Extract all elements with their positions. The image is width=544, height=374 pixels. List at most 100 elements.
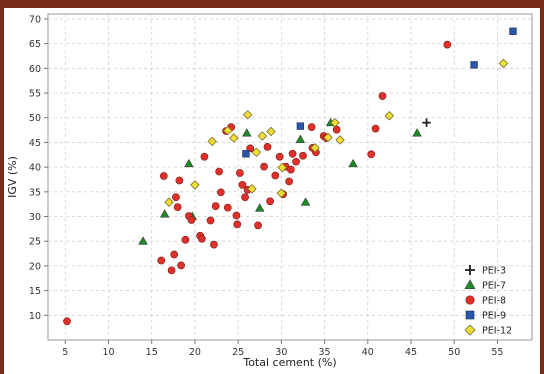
legend-marker-pei-9 — [465, 310, 475, 320]
data-point-pei-8 — [236, 169, 244, 177]
y-tick-label: 25 — [29, 237, 41, 248]
data-point-pei-8 — [211, 202, 220, 211]
data-point-pei-8 — [159, 172, 168, 180]
data-point-pei-8 — [266, 197, 274, 206]
x-tick-label: 30 — [275, 347, 287, 358]
data-point-pei-7 — [295, 134, 306, 143]
data-point-pei-8 — [215, 167, 223, 176]
data-point-pei-8 — [263, 142, 272, 151]
data-point-pei-12 — [242, 110, 253, 120]
data-point-pei-8 — [173, 203, 182, 212]
data-point-pei-8 — [167, 266, 176, 275]
data-point-pei-8 — [260, 162, 268, 171]
data-point-pei-8 — [170, 250, 179, 259]
data-point-pei-8 — [371, 124, 380, 133]
data-point-pei-8 — [367, 150, 376, 159]
y-tick-label: 20 — [29, 261, 41, 272]
y-tick-label: 40 — [29, 163, 41, 174]
y-tick-label: 35 — [29, 187, 41, 198]
x-axis-title: Total cement (%) — [242, 356, 336, 369]
y-tick-label: 10 — [29, 311, 41, 322]
y-tick-label: 55 — [29, 89, 41, 100]
legend-marker-pei-7 — [464, 279, 476, 290]
legend-label-pei-7: PEI-7 — [482, 281, 506, 292]
y-tick-label: 60 — [29, 64, 41, 75]
data-point-pei-8 — [307, 123, 316, 131]
data-point-pei-8 — [238, 181, 247, 189]
data-point-pei-12 — [335, 135, 345, 145]
legend-marker-pei-8 — [465, 295, 475, 305]
x-tick-label: 35 — [319, 347, 331, 358]
data-point-pei-8 — [232, 211, 241, 220]
data-point-pei-7 — [184, 158, 194, 168]
data-point-pei-8 — [197, 234, 206, 243]
data-point-pei-8 — [175, 176, 184, 185]
data-point-pei-7 — [159, 209, 170, 218]
y-tick-label: 45 — [29, 138, 41, 149]
data-point-pei-8 — [216, 188, 225, 197]
data-point-pei-12 — [164, 197, 174, 207]
data-point-pei-7 — [412, 128, 422, 137]
data-point-pei-8 — [299, 151, 307, 160]
data-point-pei-8 — [200, 152, 209, 161]
legend: PEI-3 PEI-7 PEI-8 PEI-9 PEI-12 — [464, 265, 512, 337]
legend-label-pei-8: PEI-8 — [482, 296, 506, 307]
data-point-pei-12 — [223, 125, 233, 136]
legend-marker-pei-3 — [465, 265, 475, 275]
data-point-pei-12 — [330, 117, 340, 128]
data-point-pei-7 — [242, 128, 252, 137]
legend-label-pei-3: PEI-3 — [482, 266, 506, 277]
data-point-pei-8 — [285, 177, 294, 186]
x-tick-label: 25 — [232, 347, 244, 358]
y-tick-label: 70 — [29, 14, 41, 25]
data-point-pei-12 — [190, 180, 200, 190]
x-tick-label: 10 — [102, 347, 114, 358]
data-point-pei-8 — [443, 40, 452, 49]
data-point-pei-7 — [300, 197, 311, 206]
x-tick-label: 50 — [448, 347, 460, 358]
x-tick-label: 15 — [146, 347, 158, 358]
data-point-pei-7 — [255, 203, 265, 212]
data-point-pei-12 — [257, 131, 268, 141]
data-point-pei-9 — [296, 122, 305, 130]
data-point-pei-12 — [266, 126, 276, 137]
data-point-pei-8 — [292, 157, 300, 166]
data-point-pei-8 — [187, 216, 196, 224]
data-point-pei-8 — [241, 193, 249, 202]
data-point-pei-8 — [181, 235, 190, 244]
y-tick-label: 50 — [29, 113, 41, 124]
data-point-pei-12 — [251, 147, 261, 157]
data-point-pei-9 — [509, 27, 517, 35]
data-point-pei-8 — [206, 216, 215, 225]
data-point-pei-8 — [63, 317, 71, 326]
data-point-pei-12 — [384, 111, 395, 121]
x-tick-label: 55 — [491, 347, 503, 358]
data-point-pei-9 — [470, 61, 478, 69]
x-axis-ticks: 5 10 15 20 25 30 35 40 45 50 55 — [62, 340, 503, 358]
data-point-pei-8 — [157, 256, 166, 265]
y-tick-label: 30 — [29, 212, 41, 223]
data-point-pei-9 — [242, 150, 250, 158]
data-point-pei-7 — [138, 236, 148, 245]
data-point-pei-8 — [177, 261, 185, 270]
plot-area — [47, 13, 533, 341]
data-point-pei-8 — [288, 149, 297, 158]
data-point-pei-8 — [286, 165, 295, 174]
data-point-pei-12 — [207, 136, 217, 147]
y-tick-label: 65 — [29, 39, 41, 50]
x-tick-label: 45 — [405, 347, 417, 358]
data-point-pei-8 — [271, 171, 280, 180]
legend-marker-pei-12 — [464, 324, 476, 336]
data-point-pei-12 — [247, 184, 257, 194]
x-tick-label: 20 — [189, 347, 201, 358]
data-point-pei-7 — [348, 158, 358, 168]
legend-label-pei-12: PEI-12 — [482, 326, 512, 337]
y-axis-ticks: 10 15 20 25 30 35 40 45 50 55 60 65 70 — [29, 14, 48, 322]
data-point-pei-12 — [229, 133, 239, 143]
data-point-pei-8 — [210, 240, 218, 249]
data-points — [63, 27, 517, 326]
data-point-pei-12 — [323, 132, 333, 143]
data-point-pei-8 — [378, 92, 387, 100]
data-point-pei-8 — [254, 221, 262, 230]
data-point-pei-12 — [310, 143, 320, 153]
